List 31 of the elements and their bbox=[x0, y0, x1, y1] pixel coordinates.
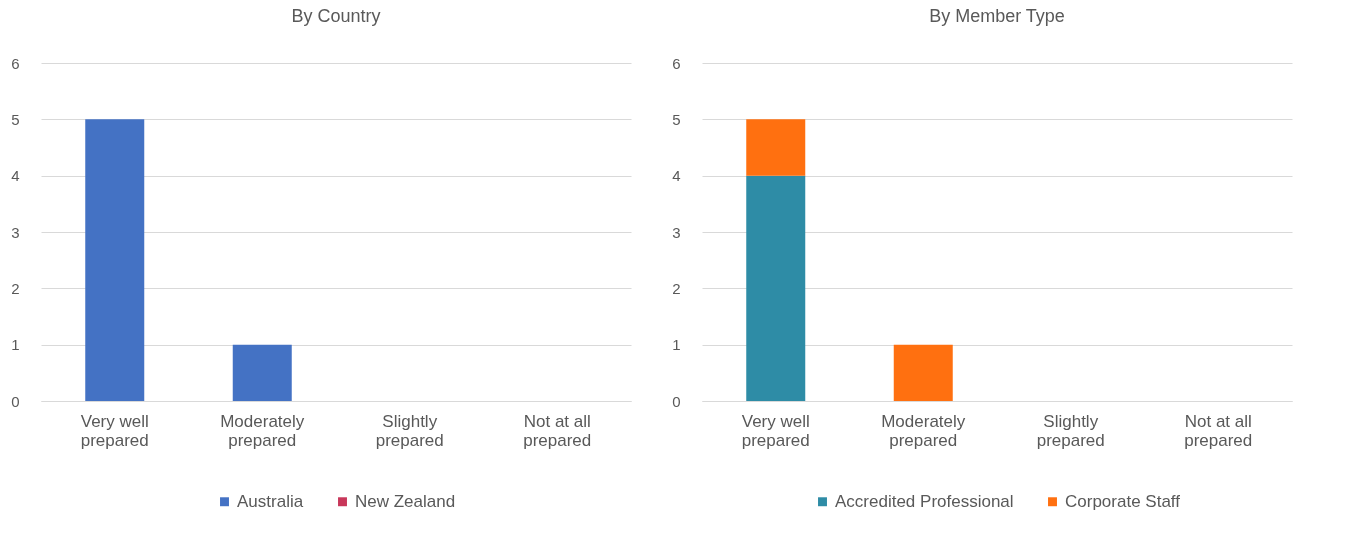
legend-label: New Zealand bbox=[355, 491, 456, 511]
x-tick-label: Moderately prepared bbox=[220, 411, 305, 450]
x-tick-label: Moderately prepared bbox=[881, 411, 966, 450]
y-tick-label: 1 bbox=[11, 336, 20, 354]
chart-title: By Country bbox=[291, 6, 381, 26]
x-tick-label: Very well prepared bbox=[80, 411, 149, 450]
legend-label: Accredited Professional bbox=[835, 491, 1014, 511]
y-tick-label: 2 bbox=[672, 279, 681, 297]
chart-title: By Member Type bbox=[929, 6, 1065, 26]
x-tick-label: Slightly prepared bbox=[375, 411, 444, 450]
y-tick-label: 6 bbox=[11, 54, 20, 72]
bar bbox=[746, 175, 806, 401]
x-tick-label: Not at all prepared bbox=[523, 411, 592, 450]
y-tick-label: 6 bbox=[672, 54, 681, 72]
y-tick-label: 0 bbox=[11, 392, 20, 410]
y-tick-label: 5 bbox=[11, 110, 20, 128]
x-tick-label: Slightly prepared bbox=[1036, 411, 1105, 450]
y-tick-label: 0 bbox=[672, 392, 681, 410]
y-tick-label: 2 bbox=[11, 279, 20, 297]
y-tick-label: 4 bbox=[11, 167, 20, 185]
y-tick-label: 1 bbox=[672, 336, 681, 354]
legend-label: Corporate Staff bbox=[1065, 491, 1181, 511]
y-tick-label: 3 bbox=[672, 223, 681, 241]
y-tick-label: 3 bbox=[11, 223, 20, 241]
y-tick-label: 5 bbox=[672, 110, 681, 128]
bar bbox=[746, 119, 806, 176]
y-tick-label: 4 bbox=[672, 167, 681, 185]
x-tick-label: Not at all prepared bbox=[1184, 411, 1253, 450]
bar bbox=[893, 344, 953, 401]
legend-label: Australia bbox=[237, 491, 304, 511]
x-tick-label: Very well prepared bbox=[741, 411, 810, 450]
